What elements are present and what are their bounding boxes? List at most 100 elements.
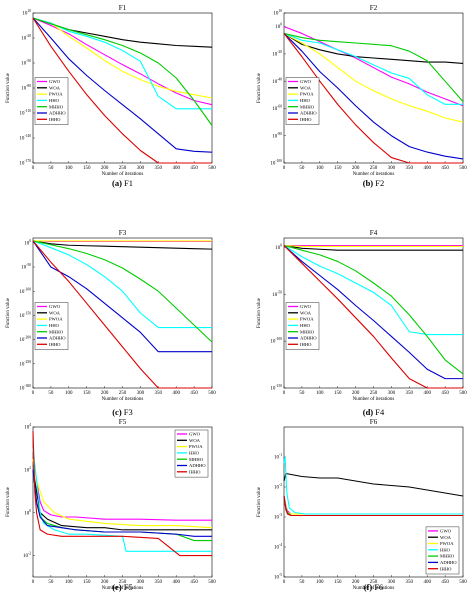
x-tick-label: 350 bbox=[406, 580, 414, 585]
legend-label-gwo: GWO bbox=[300, 304, 312, 309]
panel-caption: (e) F5 bbox=[112, 582, 133, 592]
x-tick-label: 350 bbox=[155, 166, 163, 171]
y-axis-label: Function value bbox=[257, 72, 262, 103]
x-tick-label: 300 bbox=[388, 580, 396, 585]
series-line-hho bbox=[32, 17, 212, 110]
y-tick-label: 10-300 bbox=[19, 384, 31, 392]
x-axis-label: Number of iterations bbox=[353, 397, 395, 402]
legend-label-mhho: MHHO bbox=[440, 554, 455, 559]
x-tick-label: 350 bbox=[155, 580, 163, 585]
x-tick-label: 300 bbox=[388, 166, 396, 171]
legend-label-adhho: ADHHO bbox=[49, 336, 66, 341]
x-tick-label: 0 bbox=[283, 391, 286, 396]
legend-label-mhho: MHHO bbox=[300, 104, 315, 109]
panel-caption: (d) F4 bbox=[363, 407, 385, 417]
x-tick-label: 100 bbox=[65, 391, 73, 396]
legend-label-hho: HHO bbox=[189, 451, 200, 456]
x-tick-label: 400 bbox=[423, 166, 431, 171]
chart-panel-f4: F4 0 50 100 150 200 250 300 350 400 450 500 Number o… bbox=[257, 229, 467, 417]
legend-label-gwo: GWO bbox=[189, 432, 201, 437]
series-line-ihho bbox=[283, 495, 463, 517]
y-tick-label: 10-100 bbox=[19, 287, 31, 295]
legend-label-ihho: IHHO bbox=[300, 117, 312, 122]
x-tick-label: 200 bbox=[101, 580, 109, 585]
x-tick-label: 100 bbox=[316, 580, 324, 585]
x-tick-label: 50 bbox=[48, 580, 54, 585]
series-line-ihho bbox=[283, 33, 463, 164]
x-tick-label: 250 bbox=[119, 166, 127, 171]
y-tick-label: 10-80 bbox=[21, 84, 31, 92]
legend-label-ihho: IHHO bbox=[300, 342, 312, 347]
y-tick-label: 1010 bbox=[273, 9, 282, 17]
legend-label-hho: HHO bbox=[49, 98, 60, 103]
x-tick-label: 450 bbox=[441, 580, 449, 585]
y-tick-label: 10-140 bbox=[19, 134, 31, 142]
y-tick-label: 10-50 bbox=[272, 290, 282, 298]
chart-panel-f5: F5 0 50 100 150 200 250 300 350 400 450 500 Number o… bbox=[6, 418, 216, 592]
y-tick-label: 10-110 bbox=[20, 109, 32, 117]
series-line-woa bbox=[32, 240, 213, 250]
y-tick-label: 10-80 bbox=[272, 132, 282, 140]
panel-caption: (a) F1 bbox=[112, 178, 133, 188]
series-line-hho bbox=[32, 240, 212, 329]
x-tick-label: 500 bbox=[208, 580, 216, 585]
series-line-mhho bbox=[283, 32, 464, 103]
panel-title: F1 bbox=[119, 4, 127, 12]
legend-label-ihho: IHHO bbox=[49, 342, 61, 347]
y-tick-label: 10-100 bbox=[270, 337, 282, 345]
y-axis-label: Function value bbox=[257, 297, 262, 328]
x-tick-label: 200 bbox=[352, 391, 360, 396]
y-tick-label: 10-40 bbox=[272, 77, 282, 85]
y-axis-label: Function value bbox=[6, 297, 11, 328]
x-tick-label: 300 bbox=[388, 391, 396, 396]
x-tick-label: 400 bbox=[172, 391, 180, 396]
panel-title: F4 bbox=[370, 229, 378, 237]
series-line-hho bbox=[283, 245, 463, 336]
x-tick-label: 400 bbox=[172, 166, 180, 171]
y-axis-label: Function value bbox=[257, 486, 262, 517]
x-tick-label: 500 bbox=[459, 580, 467, 585]
x-tick-label: 300 bbox=[137, 580, 145, 585]
legend-label-hho: HHO bbox=[440, 547, 451, 552]
x-tick-label: 200 bbox=[101, 166, 109, 171]
series-line-mhho bbox=[32, 17, 213, 126]
series-line-woa bbox=[283, 244, 463, 251]
series-line-gwo bbox=[32, 459, 212, 521]
y-tick-label: 10-170 bbox=[19, 159, 31, 167]
y-tick-label: 1010 bbox=[22, 9, 31, 17]
legend-label-hho: HHO bbox=[49, 323, 60, 328]
panel-caption: (c) F3 bbox=[112, 407, 133, 417]
x-tick-label: 250 bbox=[370, 166, 378, 171]
x-tick-label: 0 bbox=[32, 166, 35, 171]
x-tick-label: 50 bbox=[48, 391, 54, 396]
x-tick-label: 100 bbox=[316, 391, 324, 396]
legend-label-pwoa: PWOA bbox=[300, 92, 314, 97]
y-tick-label: 10-4 bbox=[274, 543, 282, 551]
x-tick-label: 100 bbox=[65, 580, 73, 585]
x-tick-label: 50 bbox=[299, 166, 305, 171]
x-tick-label: 400 bbox=[423, 580, 431, 585]
legend-label-adhho: ADHHO bbox=[440, 560, 457, 565]
x-axis-label: Number of iterations bbox=[353, 172, 395, 177]
series-line-adhho bbox=[283, 245, 463, 380]
legend-label-woa: WOA bbox=[300, 85, 312, 90]
series-line-mhho bbox=[32, 240, 213, 343]
x-tick-label: 350 bbox=[406, 166, 414, 171]
series-line-gwo bbox=[32, 17, 213, 106]
y-tick-label: 10-2 bbox=[23, 552, 31, 560]
panel-title: F2 bbox=[370, 4, 378, 12]
y-tick-label: 100 bbox=[275, 243, 282, 251]
x-tick-label: 200 bbox=[352, 580, 360, 585]
x-tick-label: 350 bbox=[155, 391, 163, 396]
legend-label-woa: WOA bbox=[440, 535, 452, 540]
x-tick-label: 400 bbox=[172, 580, 180, 585]
legend-box bbox=[425, 526, 460, 575]
series-line-woa bbox=[283, 472, 464, 497]
x-tick-label: 0 bbox=[283, 580, 286, 585]
